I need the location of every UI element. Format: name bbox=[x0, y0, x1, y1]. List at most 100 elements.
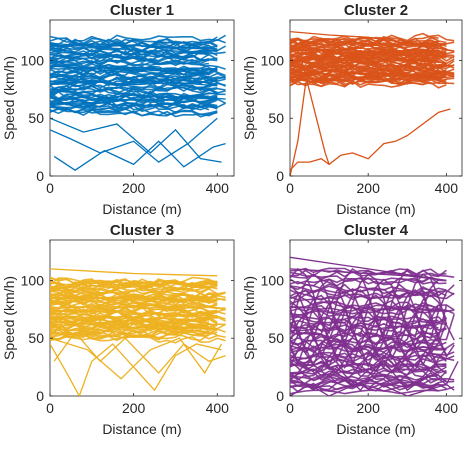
series-group bbox=[50, 34, 227, 171]
series-line bbox=[50, 328, 218, 338]
series-line bbox=[50, 44, 210, 55]
series-line-3 bbox=[290, 360, 455, 392]
series-line-7 bbox=[387, 59, 447, 79]
series-line-3 bbox=[50, 80, 218, 87]
series-group bbox=[290, 256, 459, 396]
series-line-1 bbox=[50, 42, 218, 50]
x-tick-label: 400 bbox=[435, 400, 459, 416]
series-line-1 bbox=[290, 256, 447, 282]
series-line bbox=[290, 283, 455, 341]
series-line bbox=[50, 52, 209, 62]
y-tick-label: 50 bbox=[268, 110, 284, 126]
series-line bbox=[290, 276, 439, 285]
y-axis-label: Speed (km/h) bbox=[1, 56, 17, 140]
y-tick-label: 100 bbox=[21, 52, 45, 68]
series-line-5 bbox=[290, 361, 459, 396]
series-line bbox=[290, 362, 447, 381]
chart-title: Cluster 1 bbox=[110, 2, 174, 19]
series-line bbox=[290, 379, 447, 390]
series-line bbox=[290, 267, 447, 276]
y-tick-label: 50 bbox=[28, 330, 44, 346]
series-line bbox=[50, 305, 226, 315]
series-line bbox=[50, 64, 218, 76]
series-line bbox=[50, 59, 210, 68]
series-line bbox=[290, 389, 439, 395]
chart-panel-2: 0 200 400 0 50 100 Cluster 2 Distance (m) Speed … bbox=[241, 2, 463, 217]
y-tick-label: 0 bbox=[276, 388, 284, 404]
series-line-2 bbox=[290, 268, 447, 282]
y-tick-label: 100 bbox=[21, 272, 45, 288]
series-line bbox=[290, 299, 440, 355]
x-tick-label: 200 bbox=[357, 180, 381, 196]
x-axis-label: Distance (m) bbox=[102, 421, 181, 437]
series-line bbox=[290, 63, 455, 74]
x-tick-label: 400 bbox=[206, 180, 230, 196]
series-line-1 bbox=[50, 268, 218, 277]
series-line bbox=[50, 46, 218, 54]
series-line bbox=[290, 41, 455, 53]
x-axis-label: Distance (m) bbox=[336, 201, 415, 217]
series-line-6 bbox=[301, 60, 330, 165]
y-axis-label: Speed (km/h) bbox=[1, 276, 17, 360]
series-line bbox=[290, 283, 447, 294]
series-line bbox=[290, 67, 455, 79]
x-tick-label: 200 bbox=[357, 400, 381, 416]
chart-panel-1: 0 200 400 0 50 100 Cluster 1 Distance (m) Speed … bbox=[1, 2, 235, 217]
series-line-3 bbox=[50, 319, 218, 330]
series-line bbox=[290, 357, 455, 378]
chart-title: Cluster 4 bbox=[344, 222, 409, 239]
y-tick-label: 0 bbox=[36, 168, 44, 184]
chart-title: Cluster 3 bbox=[110, 222, 174, 239]
series-group bbox=[290, 30, 455, 176]
series-line-4 bbox=[290, 354, 447, 386]
x-tick-label: 0 bbox=[286, 180, 294, 196]
x-tick-label: 0 bbox=[46, 180, 54, 196]
series-line-2 bbox=[50, 65, 218, 71]
series-line bbox=[50, 301, 210, 312]
series-line bbox=[290, 336, 439, 372]
series-line-2 bbox=[50, 295, 218, 302]
x-axis-label: Distance (m) bbox=[336, 421, 415, 437]
series-line-5 bbox=[53, 331, 226, 374]
x-tick-label: 0 bbox=[46, 400, 54, 416]
y-tick-label: 0 bbox=[36, 388, 44, 404]
series-line bbox=[290, 50, 455, 61]
series-line bbox=[50, 47, 210, 58]
series-line bbox=[290, 58, 447, 68]
x-tick-label: 400 bbox=[206, 400, 230, 416]
series-line-2 bbox=[290, 58, 447, 64]
y-tick-label: 100 bbox=[261, 272, 285, 288]
series-line bbox=[50, 34, 227, 43]
series-line bbox=[290, 78, 447, 89]
series-line-4 bbox=[50, 343, 222, 396]
y-tick-label: 100 bbox=[261, 52, 285, 68]
series-line-6 bbox=[53, 140, 226, 171]
x-tick-label: 400 bbox=[435, 180, 459, 196]
series-line bbox=[290, 267, 448, 340]
series-line-4 bbox=[290, 65, 315, 176]
series-line bbox=[290, 35, 439, 44]
series-line bbox=[50, 314, 218, 324]
x-tick-label: 200 bbox=[122, 180, 146, 196]
series-line-4 bbox=[50, 92, 218, 106]
series-line-7 bbox=[50, 117, 222, 163]
series-group bbox=[50, 268, 226, 396]
x-tick-label: 200 bbox=[122, 400, 146, 416]
chart-panel-4: 0 200 400 0 50 100 Cluster 4 Distance (m) Speed … bbox=[241, 222, 463, 437]
series-line bbox=[290, 310, 455, 363]
series-line bbox=[290, 342, 455, 374]
y-axis-label: Speed (km/h) bbox=[241, 56, 257, 140]
chart-title: Cluster 2 bbox=[344, 2, 408, 19]
series-line bbox=[290, 316, 455, 366]
x-axis-label: Distance (m) bbox=[102, 201, 181, 217]
series-line bbox=[50, 64, 226, 76]
y-tick-label: 0 bbox=[276, 168, 284, 184]
y-tick-label: 50 bbox=[28, 110, 44, 126]
y-tick-label: 50 bbox=[268, 330, 284, 346]
series-line-1 bbox=[290, 30, 447, 50]
chart-panel-3: 0 200 400 0 50 100 Cluster 3 Distance (m) Speed … bbox=[1, 222, 235, 437]
series-line bbox=[50, 289, 218, 299]
series-line-6 bbox=[50, 337, 223, 380]
series-line bbox=[50, 37, 218, 49]
series-line-5 bbox=[290, 108, 451, 171]
